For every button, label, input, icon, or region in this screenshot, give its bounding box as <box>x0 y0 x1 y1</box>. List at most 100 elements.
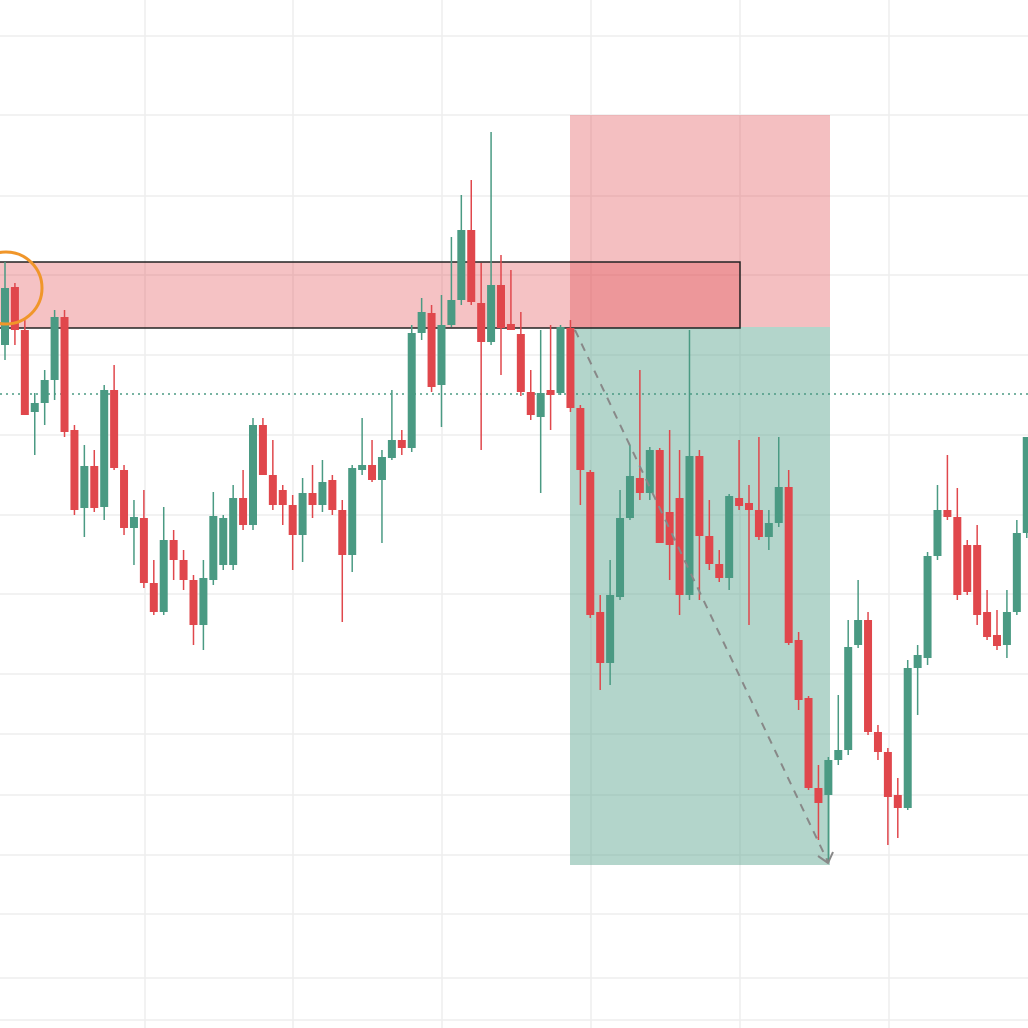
candle-body <box>774 487 783 523</box>
candle-body <box>209 516 218 580</box>
candle-body <box>338 510 347 555</box>
candle-body <box>913 655 922 668</box>
candle-body <box>645 450 654 493</box>
candle-body <box>655 450 664 543</box>
supply-zone <box>0 261 741 329</box>
candle-body <box>427 313 436 387</box>
candle-body <box>20 330 29 415</box>
horizontal-grid <box>0 35 1028 1021</box>
candle-body <box>110 390 119 468</box>
candle-body <box>199 578 208 625</box>
arrow-head <box>817 851 834 865</box>
candle-body <box>179 560 188 580</box>
candle-body <box>318 482 327 505</box>
candle-body <box>497 285 505 328</box>
candle-body <box>487 285 496 342</box>
candle-body <box>120 470 129 528</box>
candle-body <box>30 403 39 412</box>
candle-body <box>149 583 158 612</box>
candle-body <box>1 288 9 345</box>
candle-body <box>249 425 257 525</box>
candle-body <box>784 487 793 643</box>
candle-body <box>556 327 565 393</box>
candle-body <box>685 456 694 595</box>
candle-body <box>536 393 545 417</box>
candle-body <box>407 333 416 448</box>
candle-body <box>368 465 377 480</box>
candle-body <box>606 595 615 663</box>
candle-body <box>298 493 307 535</box>
candle-body <box>437 325 446 385</box>
candle-body <box>278 490 287 505</box>
candle-body <box>844 647 853 750</box>
candle-body <box>715 564 724 578</box>
candle-body <box>229 498 238 565</box>
candle-body <box>467 230 476 302</box>
candle-body <box>348 468 357 555</box>
candle-body <box>80 466 89 508</box>
candle-body <box>596 612 605 663</box>
highlight-circle <box>0 250 44 326</box>
candle-body <box>804 698 813 788</box>
candle-body <box>993 635 1001 646</box>
candle-body <box>854 620 863 645</box>
candle-body <box>665 512 674 545</box>
candle-body <box>794 640 803 700</box>
candle-body <box>1002 612 1011 645</box>
candle-body <box>616 518 625 597</box>
candle-body <box>60 317 69 432</box>
candle-body <box>983 612 992 637</box>
candle-body <box>387 440 396 458</box>
candle-body <box>159 540 168 612</box>
candle-body <box>477 303 486 342</box>
candle-body <box>506 324 515 330</box>
candle-body <box>100 390 109 507</box>
candle-body <box>239 498 248 525</box>
candle-body <box>516 334 525 392</box>
candle-body <box>586 472 595 615</box>
candle-body <box>953 517 962 595</box>
candle-body <box>50 317 59 380</box>
stop-zone <box>570 115 830 327</box>
candle-body <box>40 380 49 403</box>
candle-body <box>973 545 982 615</box>
candle-body <box>933 510 942 556</box>
candle-body <box>824 760 833 795</box>
candle-body <box>834 750 843 760</box>
candle-body <box>883 752 892 797</box>
candle-body <box>893 795 902 808</box>
candle-body <box>1022 437 1028 533</box>
candle-body <box>328 480 337 510</box>
candle-body <box>457 230 466 300</box>
candle-body <box>526 392 535 415</box>
candle-body <box>417 312 426 333</box>
candle-body <box>735 498 744 506</box>
candle-body <box>675 498 684 595</box>
candle-body <box>447 300 456 325</box>
candle-body <box>546 390 555 395</box>
candle-body <box>745 503 753 510</box>
candle-body <box>814 788 823 803</box>
candle-body <box>566 328 575 408</box>
candle-body <box>625 476 634 518</box>
candle-body <box>139 518 148 583</box>
candle-body <box>635 478 644 493</box>
candle-body <box>288 505 297 535</box>
candle-body <box>70 430 79 510</box>
candle-body <box>268 475 277 505</box>
candle-body <box>695 456 704 536</box>
candle-body <box>725 496 734 578</box>
candle-body <box>258 425 267 475</box>
candle-body <box>963 545 972 592</box>
candle-body <box>358 465 367 470</box>
candle-body <box>90 466 99 508</box>
candle-body <box>129 517 138 528</box>
candle-body <box>219 518 228 565</box>
candle-body <box>705 536 714 564</box>
candle-body <box>308 493 317 505</box>
candle-body <box>903 668 912 808</box>
candle-body <box>169 540 178 560</box>
candle-body <box>873 732 882 752</box>
